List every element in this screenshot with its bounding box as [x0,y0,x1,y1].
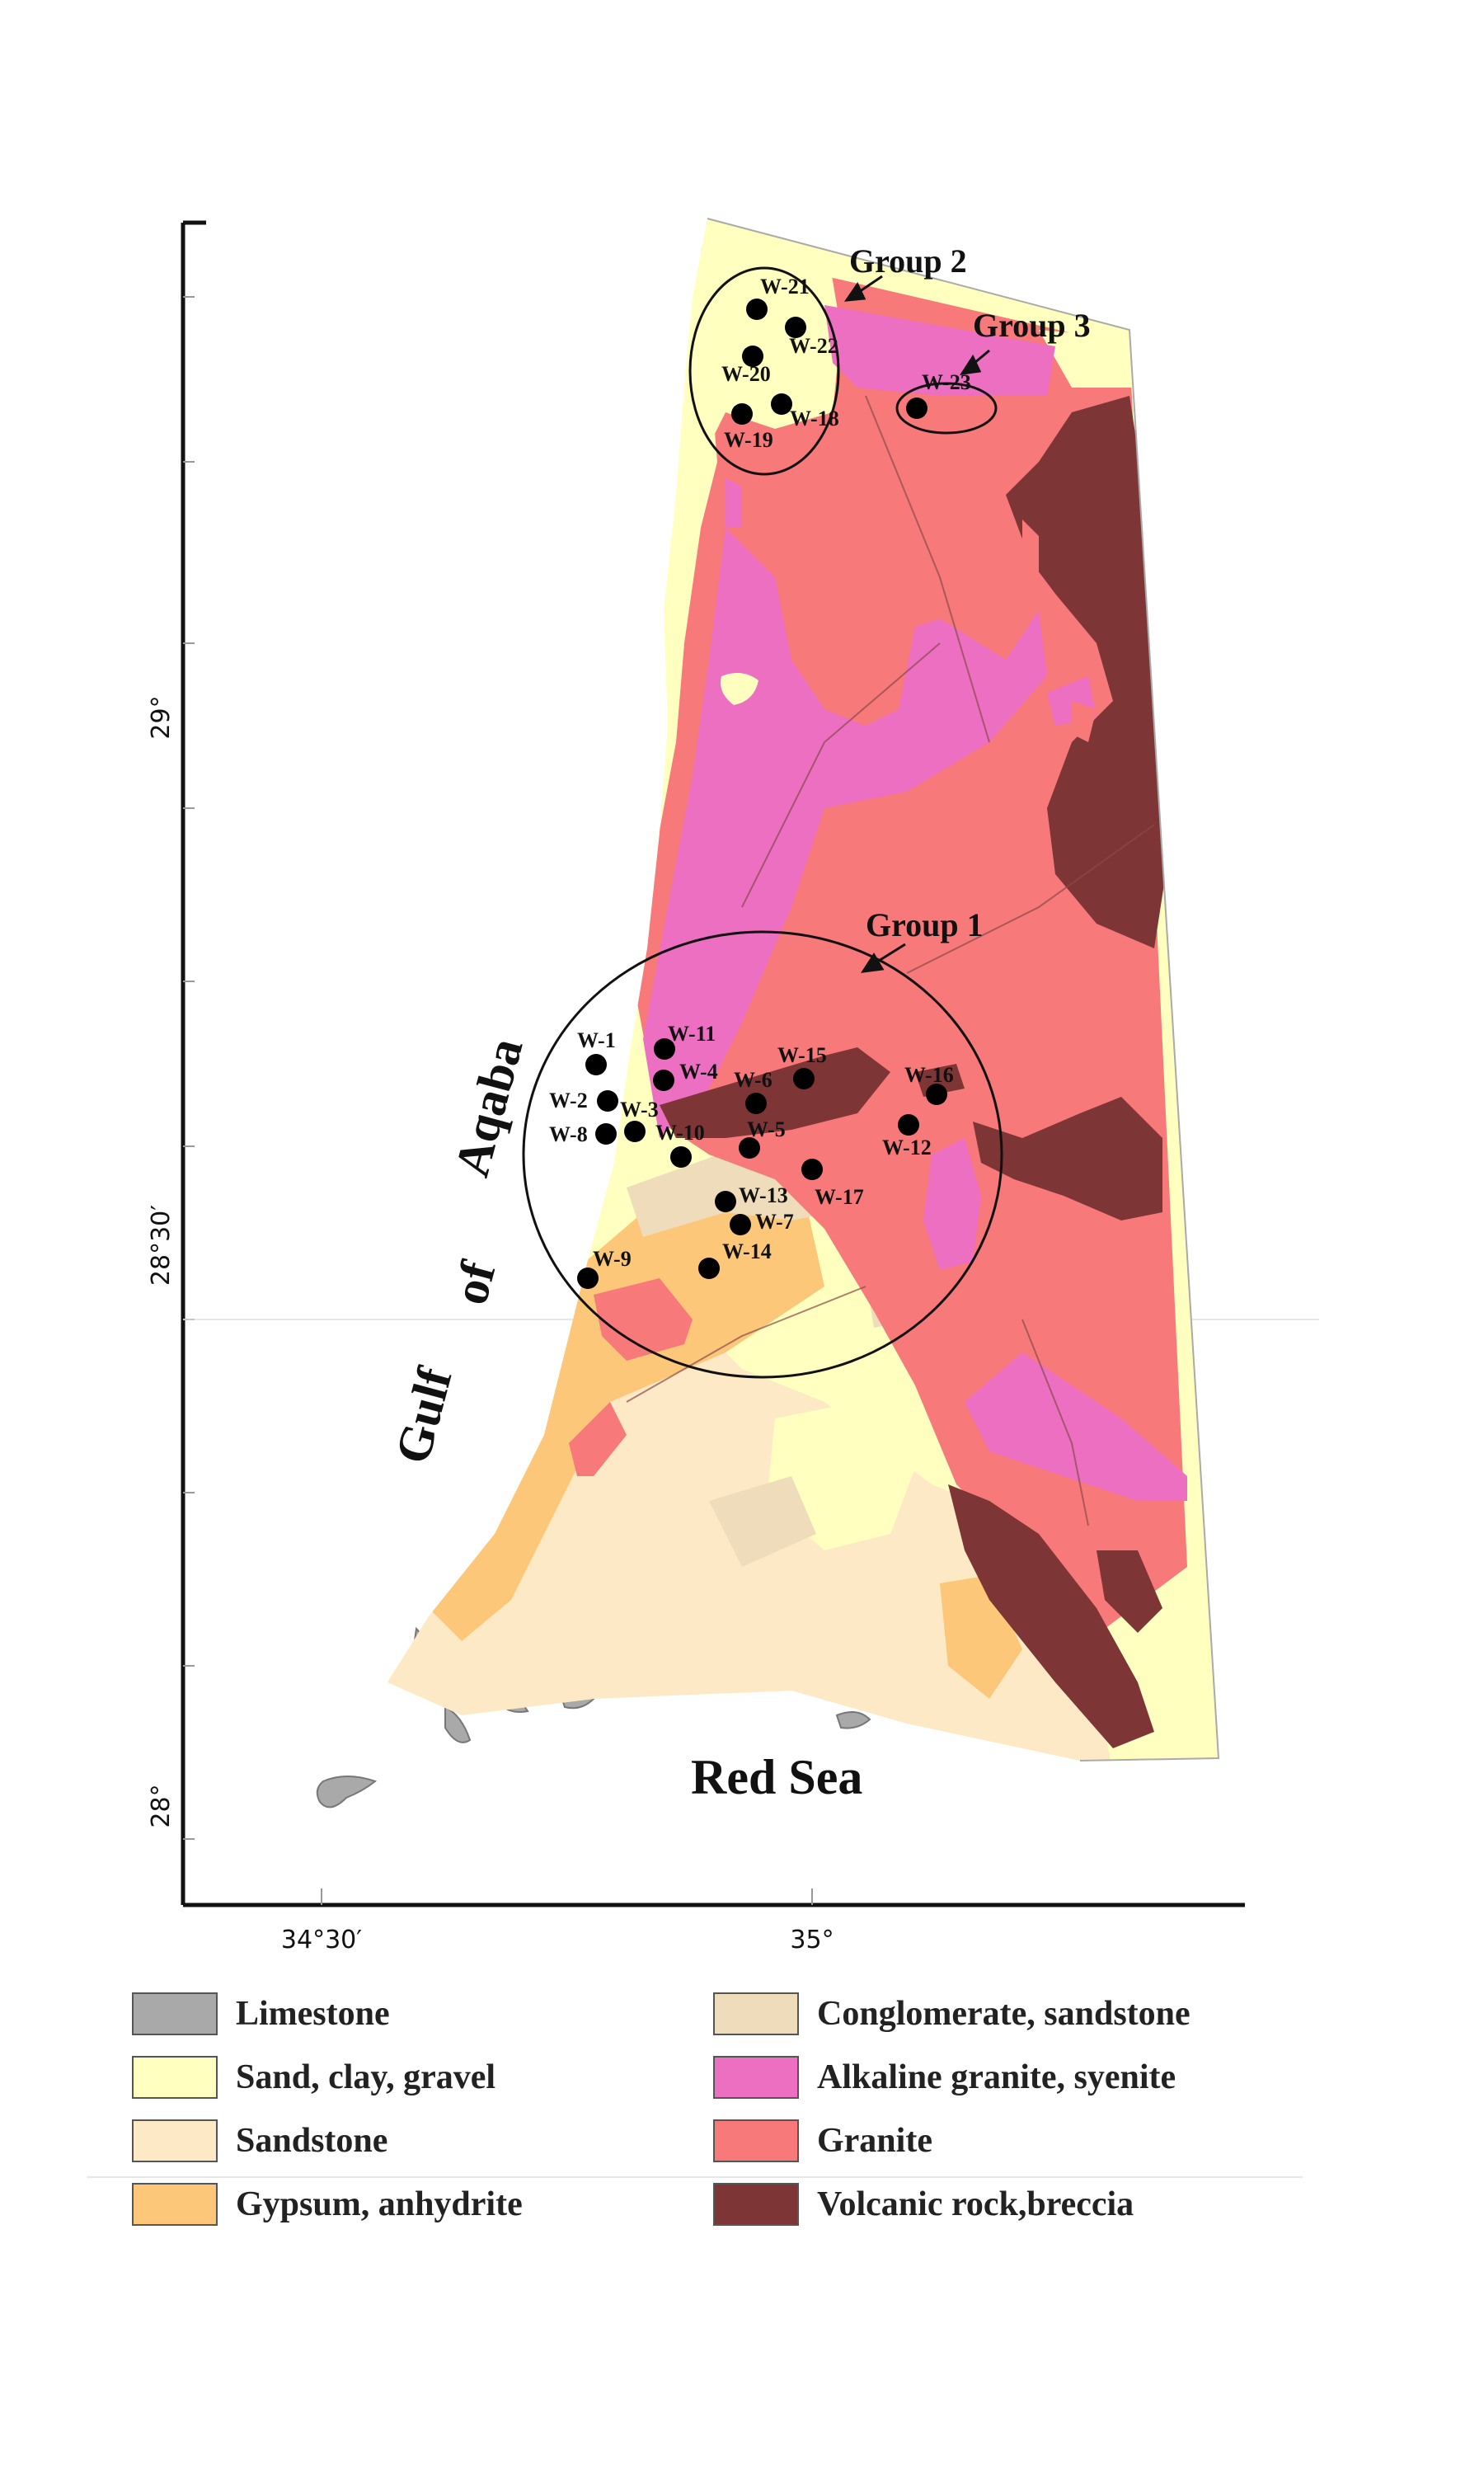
well-label: W-10 [655,1121,705,1145]
land-units [387,219,1219,1761]
x-tick-35: 35° [790,1926,834,1954]
well-marker [597,1090,618,1112]
group-arrows [843,275,990,973]
well-marker [801,1159,823,1180]
group-1-circle [522,930,1003,1379]
legend-label: Gypsum, anhydrite [236,2185,523,2223]
legend-label: Limestone [236,1995,390,2033]
wells: W-1 W-2 W-3 W-4 W-5 W-6 W-7 W-8 W-9 W-10 W-11 W-12 W… [549,275,971,1289]
legend-label: Alkaline granite, syenite [817,2058,1176,2096]
legend-item-gypsum-anhydrite: Gypsum, anhydrite [132,2183,523,2226]
well-label: W-7 [755,1210,794,1234]
well-label: W-11 [668,1022,716,1046]
well-marker [746,299,768,320]
group-3-label: Group 3 [973,307,1091,344]
legend-item-granite: Granite [713,2119,932,2162]
legend-label: Volcanic rock,breccia [817,2185,1134,2223]
gulf-word-2: of [443,1255,506,1310]
well-label: W-21 [760,275,810,299]
legend-swatch [713,2183,799,2226]
well-marker [715,1191,736,1212]
well-marker [585,1054,607,1075]
legend-swatch [713,1992,799,2035]
legend-item-sand-clay-gravel: Sand, clay, gravel [132,2056,495,2099]
well-marker [739,1137,760,1159]
legend-item-conglomerate-sandstone: Conglomerate, sandstone [713,1992,1190,2035]
well-marker [730,1214,751,1235]
well-marker [654,1038,675,1060]
well-label: W-23 [922,370,971,394]
y-tick-29: 29° [147,695,176,739]
well-label: W-5 [747,1117,786,1141]
y-tick-28-30: 28°30′ [147,1205,176,1286]
legend-label: Conglomerate, sandstone [817,1995,1190,2033]
gulf-word-3: Aqaba [444,1032,533,1182]
y-tick-28: 28° [147,1784,176,1827]
well-label: W-13 [739,1183,788,1207]
well-label: W-9 [593,1247,632,1271]
x-ticks [321,1888,813,1905]
well-label: W-2 [549,1089,588,1112]
well-marker [653,1070,674,1091]
legend-swatch [132,1992,218,2035]
well-label: W-18 [790,407,839,430]
legend-swatch [132,2119,218,2162]
red-sea-label: Red Sea [691,1750,862,1804]
group-2-circle [688,266,840,476]
legend-item-sandstone: Sandstone [132,2119,387,2162]
legend-swatch [713,2119,799,2162]
well-label: W-17 [815,1185,864,1209]
legend-item-limestone: Limestone [132,1992,390,2035]
well-label: W-16 [904,1063,954,1087]
group-1-label: Group 1 [866,906,984,943]
legend-label: Sandstone [236,2122,388,2160]
well-marker [731,403,753,425]
well-marker [670,1146,692,1168]
well-marker [624,1121,646,1142]
well-label: W-3 [620,1098,659,1122]
x-tick-34-30: 34°30′ [281,1926,362,1954]
legend-label: Granite [817,2122,932,2160]
well-label: W-4 [679,1060,718,1084]
well-marker [898,1114,919,1136]
legend-item-alkaline-granite-syenite: Alkaline granite, syenite [713,2056,1176,2099]
group-3-circle [895,382,998,435]
well-label: W-1 [577,1028,616,1052]
well-marker [595,1123,617,1145]
well-marker [745,1093,767,1114]
legend-swatch [713,2056,799,2099]
legend-label: Sand, clay, gravel [236,2058,496,2096]
well-label: W-22 [789,334,838,358]
well-label: W-6 [734,1068,773,1092]
well-marker [698,1258,720,1279]
well-label: W-12 [882,1136,932,1159]
well-marker [906,397,928,419]
map-frame [181,220,1245,1907]
legend-swatch [132,2183,218,2226]
well-marker [793,1068,815,1089]
well-marker [742,346,763,367]
group-circles [522,266,1003,1379]
legend-item-volcanic-rock-breccia: Volcanic rock,breccia [713,2183,1134,2226]
well-marker [926,1084,947,1105]
well-label: W-8 [549,1122,588,1146]
well-label: W-19 [724,428,773,452]
group-2-label: Group 2 [849,242,967,280]
gulf-word-1: Gulf [385,1362,463,1470]
well-label: W-20 [721,362,771,386]
well-marker [577,1268,599,1289]
well-label: W-14 [722,1239,772,1263]
legend-swatch [132,2056,218,2099]
well-marker [785,317,806,338]
well-marker [771,393,792,415]
well-label: W-15 [777,1043,827,1067]
